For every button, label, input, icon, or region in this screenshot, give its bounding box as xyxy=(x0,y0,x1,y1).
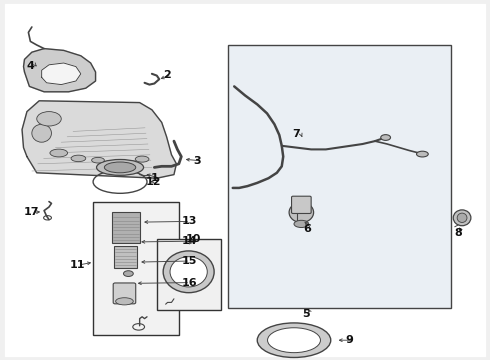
Text: 2: 2 xyxy=(163,69,171,80)
Text: 12: 12 xyxy=(146,177,161,187)
Ellipse shape xyxy=(50,149,68,157)
Ellipse shape xyxy=(381,135,391,140)
Ellipse shape xyxy=(135,156,149,162)
Ellipse shape xyxy=(92,157,104,163)
Text: 14: 14 xyxy=(181,236,197,246)
Ellipse shape xyxy=(123,271,133,276)
Polygon shape xyxy=(24,49,96,92)
Text: 10: 10 xyxy=(185,234,200,244)
Ellipse shape xyxy=(71,155,86,162)
Polygon shape xyxy=(22,101,176,178)
Bar xyxy=(93,202,179,335)
Bar xyxy=(114,246,137,268)
Text: 11: 11 xyxy=(70,260,86,270)
Text: 17: 17 xyxy=(24,207,39,217)
Text: 16: 16 xyxy=(181,278,197,288)
Bar xyxy=(228,45,451,308)
Ellipse shape xyxy=(268,328,320,353)
Text: 13: 13 xyxy=(181,216,196,226)
FancyBboxPatch shape xyxy=(292,196,311,213)
Text: 1: 1 xyxy=(151,173,159,183)
Ellipse shape xyxy=(104,162,136,173)
Text: 5: 5 xyxy=(302,309,310,319)
Bar xyxy=(157,239,220,310)
Bar xyxy=(112,212,140,243)
Ellipse shape xyxy=(257,323,331,357)
Polygon shape xyxy=(42,63,81,85)
Ellipse shape xyxy=(289,202,314,222)
FancyBboxPatch shape xyxy=(113,283,136,304)
Text: 9: 9 xyxy=(345,335,353,345)
Ellipse shape xyxy=(163,251,214,293)
Ellipse shape xyxy=(457,213,467,222)
Ellipse shape xyxy=(116,298,133,305)
Text: 8: 8 xyxy=(454,228,462,238)
Text: 4: 4 xyxy=(27,60,35,71)
Ellipse shape xyxy=(416,151,428,157)
Ellipse shape xyxy=(37,112,61,126)
Ellipse shape xyxy=(97,159,144,175)
Text: 3: 3 xyxy=(194,156,201,166)
Text: 6: 6 xyxy=(303,224,311,234)
Ellipse shape xyxy=(453,210,471,226)
Text: 7: 7 xyxy=(292,129,300,139)
Ellipse shape xyxy=(32,124,51,142)
Text: 15: 15 xyxy=(181,256,196,266)
Ellipse shape xyxy=(170,257,207,287)
Ellipse shape xyxy=(294,220,309,228)
